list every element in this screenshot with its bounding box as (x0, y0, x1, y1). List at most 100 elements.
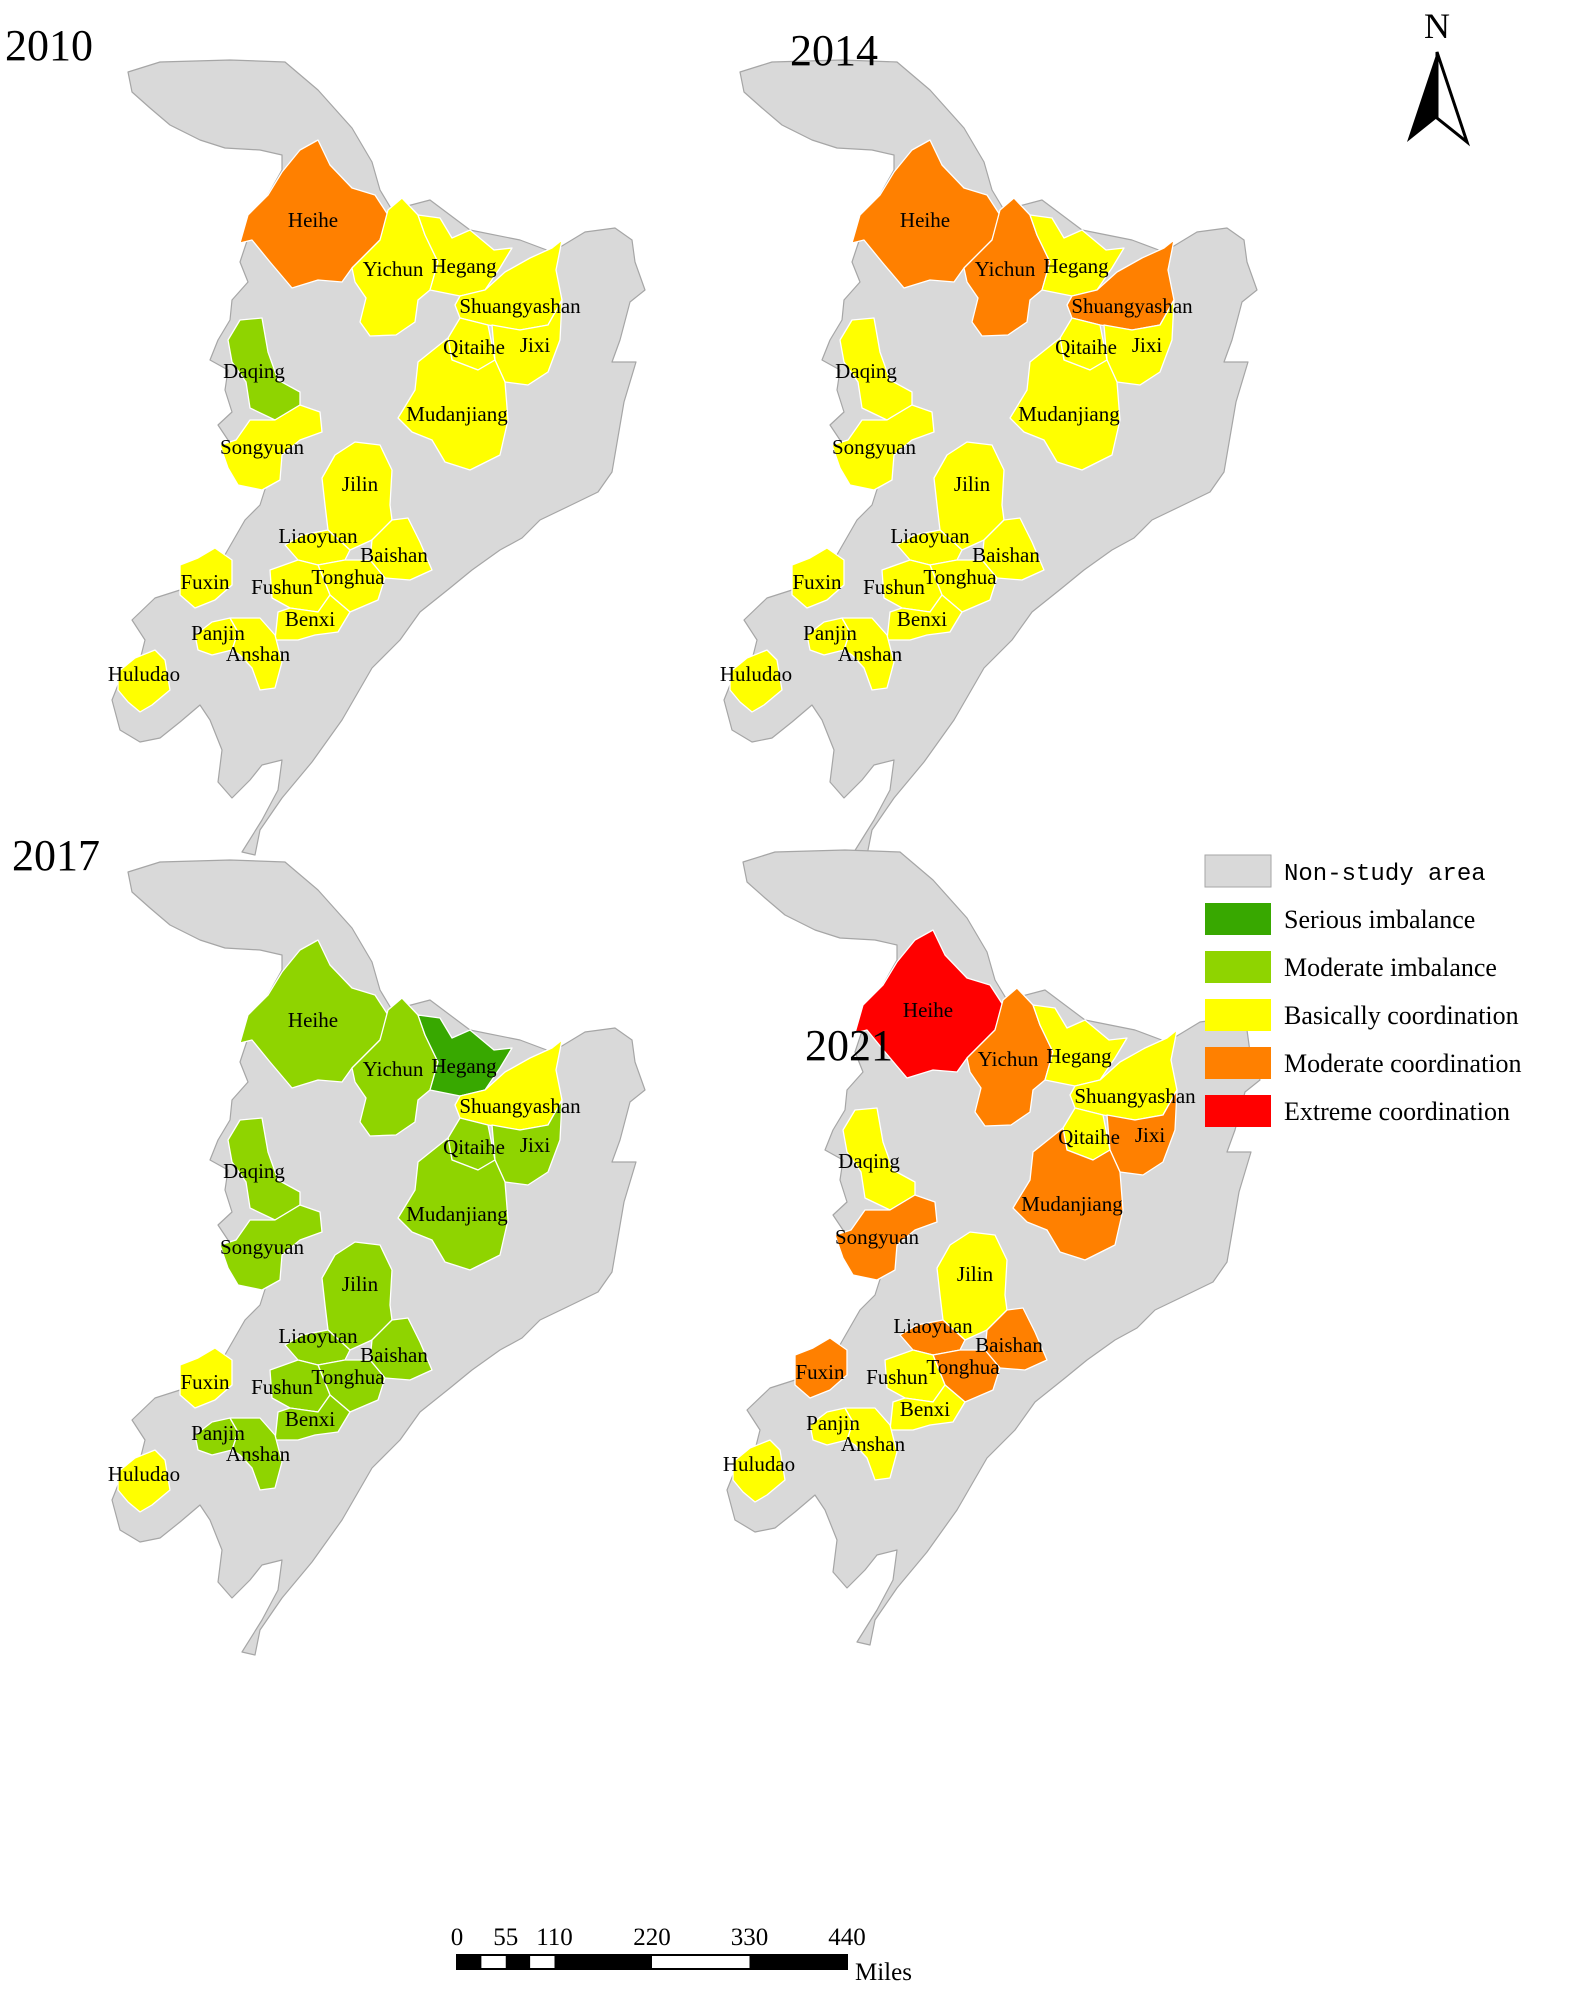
region-daqing (839, 317, 913, 421)
city-label-daqing: Daqing (835, 359, 897, 383)
city-label-jilin: Jilin (342, 1272, 379, 1296)
year-label-2010: 2010 (5, 21, 93, 70)
region-fuxin (179, 547, 233, 609)
city-label-huludao: Huludao (723, 1452, 795, 1476)
region-jilin (321, 441, 393, 551)
city-label-baishan: Baishan (360, 1343, 428, 1367)
region-anshan (229, 1417, 283, 1491)
city-label-baishan: Baishan (972, 543, 1040, 567)
region-mudanjiang (397, 337, 509, 471)
scale-tick-label: 440 (828, 1924, 866, 1951)
year-label-2017: 2017 (12, 831, 100, 880)
city-label-tonghua: Tonghua (311, 565, 385, 589)
city-label-fushun: Fushun (251, 575, 313, 599)
scale-tick-label: 0 (451, 1924, 464, 1951)
city-label-liaoyuan: Liaoyuan (890, 524, 970, 548)
city-label-heihe: Heihe (288, 1008, 338, 1032)
city-label-benxi: Benxi (285, 1407, 335, 1431)
city-label-hegang: Hegang (1046, 1044, 1112, 1068)
region-huludao (732, 1439, 786, 1503)
city-label-liaoyuan: Liaoyuan (278, 524, 358, 548)
city-label-liaoyuan: Liaoyuan (893, 1314, 973, 1338)
north-arrow-label: N (1424, 6, 1450, 46)
city-label-tonghua: Tonghua (926, 1355, 1000, 1379)
city-label-fuxin: Fuxin (180, 570, 230, 594)
region-yichun (966, 987, 1054, 1127)
city-label-tonghua: Tonghua (311, 1365, 385, 1389)
map-panel-2014: Heihe Yichun Hegang Shuangyashan Jixi Qitaihe… (720, 59, 1258, 856)
region-jilin (936, 1231, 1008, 1341)
city-label-heihe: Heihe (900, 208, 950, 232)
legend-label-moderate-imbalance: Moderate imbalance (1284, 953, 1497, 982)
legend-swatch-moderate-coordination (1205, 1047, 1271, 1079)
legend-swatch-extreme-coordination (1205, 1095, 1271, 1127)
region-yichun (963, 197, 1051, 337)
region-heihe (239, 139, 389, 289)
city-label-fuxin: Fuxin (795, 1360, 845, 1384)
city-label-fushun: Fushun (866, 1365, 928, 1389)
city-label-baishan: Baishan (975, 1333, 1043, 1357)
scale-bar-segment (554, 1955, 652, 1969)
region-yichun (351, 197, 439, 337)
map-panel-2017: Heihe Yichun Hegang Shuangyashan Jixi Qitaihe… (108, 859, 646, 1656)
region-daqing (227, 1117, 301, 1221)
city-label-hegang: Hegang (431, 1054, 497, 1078)
city-label-shuangyashan: Shuangyashan (1074, 1084, 1196, 1108)
city-label-songyuan: Songyuan (220, 1235, 305, 1259)
city-label-liaoyuan: Liaoyuan (278, 1324, 358, 1348)
city-label-benxi: Benxi (285, 607, 335, 631)
region-hegang (417, 1014, 513, 1097)
city-label-yichun: Yichun (978, 1047, 1039, 1071)
city-label-mudanjiang: Mudanjiang (1018, 402, 1120, 426)
city-label-panjin: Panjin (191, 1421, 245, 1445)
region-heihe (854, 929, 1004, 1079)
city-label-yichun: Yichun (975, 257, 1036, 281)
city-label-songyuan: Songyuan (220, 435, 305, 459)
city-label-anshan: Anshan (226, 1442, 291, 1466)
city-label-fuxin: Fuxin (792, 570, 842, 594)
region-huludao (117, 649, 171, 713)
map-panel-2010: Heihe Yichun Hegang Shuangyashan Jixi Qitaihe… (108, 59, 646, 856)
city-label-jixi: Jixi (520, 1133, 551, 1157)
region-benxi (274, 594, 351, 641)
city-label-jixi: Jixi (1132, 333, 1163, 357)
scale-bar: 0 55 110 220 330 440 Miles (451, 1924, 912, 1986)
city-label-jixi: Jixi (520, 333, 551, 357)
legend-swatch-basically-coordination (1205, 999, 1271, 1031)
city-label-qitaihe: Qitaihe (1058, 1125, 1120, 1149)
scale-tick-label: 220 (633, 1924, 671, 1951)
city-label-tonghua: Tonghua (923, 565, 997, 589)
legend: Non-study area Serious imbalance Moderate … (1204, 854, 1522, 1127)
city-label-yichun: Yichun (363, 257, 424, 281)
city-label-panjin: Panjin (191, 621, 245, 645)
legend-swatch-moderate-imbalance (1205, 951, 1271, 983)
region-hegang (1032, 1004, 1128, 1087)
scale-bar-segment (457, 1955, 482, 1969)
region-songyuan (834, 1194, 938, 1281)
city-label-shuangyashan: Shuangyashan (1071, 294, 1193, 318)
region-songyuan (219, 1204, 323, 1291)
region-mudanjiang (1009, 337, 1121, 471)
city-label-shuangyashan: Shuangyashan (459, 1094, 581, 1118)
city-label-daqing: Daqing (223, 359, 285, 383)
city-label-benxi: Benxi (900, 1397, 950, 1421)
city-label-jixi: Jixi (1135, 1123, 1166, 1147)
map-panels: Heihe Yichun Hegang Shuangyashan Jixi Qitaihe… (5, 21, 1261, 1656)
scale-bar-segment (749, 1955, 847, 1969)
region-anshan (844, 1407, 898, 1481)
city-label-huludao: Huludao (720, 662, 792, 686)
region-benxi (886, 594, 963, 641)
scale-tick-label: 110 (536, 1924, 573, 1951)
region-daqing (842, 1107, 916, 1211)
city-label-jilin: Jilin (342, 472, 379, 496)
city-label-hegang: Hegang (431, 254, 497, 278)
city-label-hegang: Hegang (1043, 254, 1109, 278)
city-label-anshan: Anshan (838, 642, 903, 666)
region-heihe (851, 139, 1001, 289)
city-label-fushun: Fushun (863, 575, 925, 599)
region-anshan (229, 617, 283, 691)
city-label-anshan: Anshan (841, 1432, 906, 1456)
year-label-2021: 2021 (805, 1021, 893, 1070)
city-label-yichun: Yichun (363, 1057, 424, 1081)
